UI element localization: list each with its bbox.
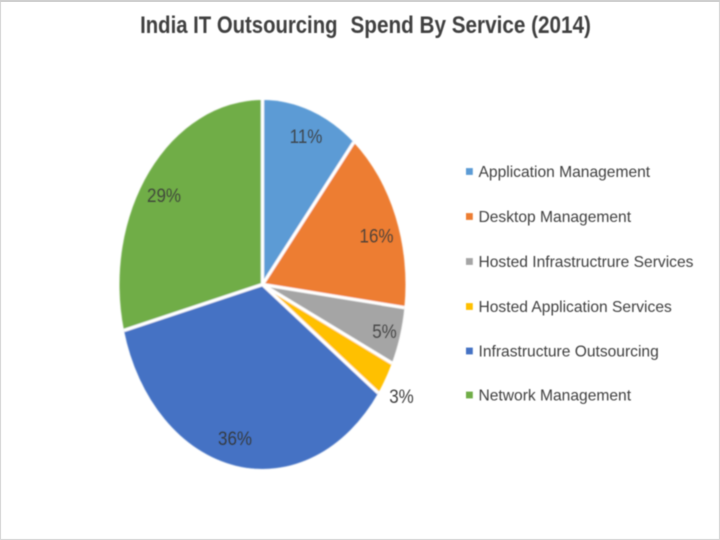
svg-text:16%: 16% xyxy=(360,224,394,246)
svg-text:Desktop Management: Desktop Management xyxy=(479,209,632,226)
svg-text:India IT Outsourcing: India IT Outsourcing xyxy=(140,11,337,38)
svg-text:Infrastructure Outsourcing: Infrastructure Outsourcing xyxy=(479,344,659,361)
svg-text:29%: 29% xyxy=(147,184,181,206)
svg-text:Network Management: Network Management xyxy=(479,388,632,405)
svg-text:3%: 3% xyxy=(389,385,414,407)
svg-text:5%: 5% xyxy=(372,320,397,342)
svg-text:36%: 36% xyxy=(218,427,252,449)
svg-text:Spend By Service (2014): Spend By Service (2014) xyxy=(351,12,591,39)
svg-text:11%: 11% xyxy=(290,125,323,147)
svg-text:Hosted Application Services: Hosted Application Services xyxy=(479,299,672,316)
svg-text:Hosted Infrastructrure Service: Hosted Infrastructrure Services xyxy=(479,254,694,271)
svg-text:Application Management: Application Management xyxy=(479,164,651,181)
